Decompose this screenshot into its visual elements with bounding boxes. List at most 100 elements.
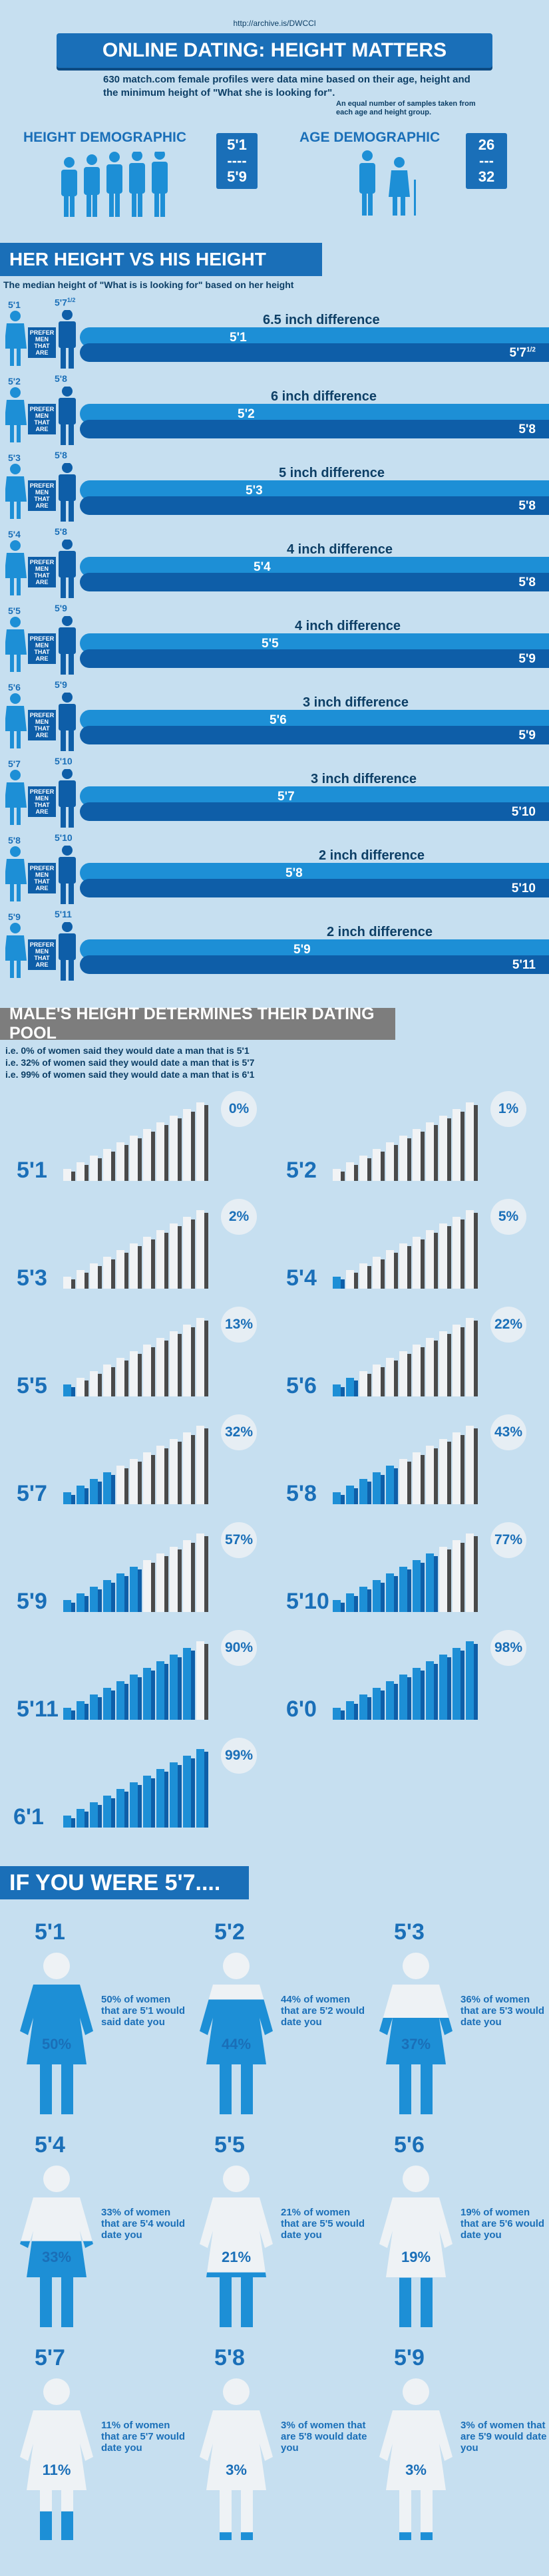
his-height-bar-label: 5'10 bbox=[512, 882, 536, 896]
pool-bar-filled bbox=[346, 1593, 358, 1612]
pool-bar-filled bbox=[116, 1681, 128, 1720]
pool-percent-label: 13% bbox=[221, 1307, 257, 1343]
pool-bar-empty bbox=[156, 1338, 168, 1396]
pool-bars bbox=[63, 1641, 208, 1720]
pool-bar-empty bbox=[439, 1547, 451, 1612]
pool-bar-filled bbox=[63, 1816, 75, 1828]
pool-bar-filled bbox=[156, 1661, 168, 1720]
her-height-bar-label: 5'1 bbox=[230, 331, 247, 345]
pool-bar-filled bbox=[103, 1796, 115, 1828]
his-height-bar-value: 5'10 bbox=[511, 882, 536, 895]
pool-bar-filled bbox=[170, 1655, 182, 1720]
pool-bar-filled bbox=[77, 1486, 89, 1504]
pool-bar-empty bbox=[143, 1345, 155, 1396]
pool-bar-filled bbox=[399, 1675, 411, 1720]
if-you-were-item: 5'2 44% 44% of women that are 5'2 would da… bbox=[193, 1919, 369, 2126]
woman-height-label: 5'4 bbox=[35, 2132, 65, 2158]
pool-bar-empty bbox=[116, 1466, 128, 1504]
difference-label: 6.5 inch difference bbox=[263, 313, 380, 327]
pool-bar-empty bbox=[453, 1432, 464, 1504]
example-line: i.e. 99% of women said they would date a… bbox=[5, 1069, 255, 1080]
comparison-row: 5'7 5'10 PREFER MEN THAT ARE 5'7 5'10 3 inch … bbox=[0, 756, 549, 832]
pool-bar-empty bbox=[399, 1459, 411, 1504]
intro-text: 630 match.com female profiles were data … bbox=[103, 74, 470, 98]
pool-bar-empty bbox=[183, 1109, 195, 1181]
pool-bar-filled bbox=[386, 1573, 398, 1612]
if-you-were-item: 5'1 50% 50% of women that are 5'1 would sa… bbox=[13, 1919, 190, 2126]
woman-man-figures-icon bbox=[5, 310, 76, 369]
pool-height-label: 5'7 bbox=[17, 1481, 47, 1506]
his-height-value: 5'10 bbox=[55, 756, 73, 766]
pool-bar-filled bbox=[426, 1661, 438, 1720]
pool-bar-filled bbox=[143, 1668, 155, 1720]
pool-bar-empty bbox=[170, 1331, 182, 1396]
her-height-bar-label: 5'7 bbox=[277, 790, 295, 804]
pool-bar-empty bbox=[413, 1237, 425, 1289]
woman-figure-percent: 19% bbox=[401, 2249, 431, 2265]
section-her-vs-his-subtitle: The median height of "What is is looking… bbox=[3, 279, 294, 290]
woman-man-figures-icon bbox=[5, 922, 76, 981]
dating-pool-chart: 5'1 0% bbox=[7, 1091, 273, 1198]
pool-bar-empty bbox=[426, 1338, 438, 1396]
woman-date-description: 11% of women that are 5'7 would date you bbox=[101, 2420, 186, 2454]
pool-bar-filled bbox=[77, 1809, 89, 1828]
age-demographic-label: AGE DEMOGRAPHIC bbox=[299, 130, 441, 145]
age-min: 26 bbox=[478, 136, 495, 153]
pool-bar-empty bbox=[359, 1371, 371, 1396]
pool-bar-empty bbox=[426, 1230, 438, 1289]
pool-bar-filled bbox=[130, 1567, 142, 1612]
pool-bar-empty bbox=[183, 1432, 195, 1504]
pool-percent-label: 57% bbox=[221, 1522, 257, 1558]
pool-height-label: 5'4 bbox=[286, 1265, 317, 1291]
pool-bar-filled bbox=[90, 1802, 102, 1828]
his-height-label: 5'11 bbox=[55, 909, 72, 919]
difference-label: 6 inch difference bbox=[271, 389, 377, 404]
pool-bar-empty bbox=[373, 1365, 385, 1396]
woman-man-figures-icon bbox=[5, 769, 76, 828]
pool-bars bbox=[333, 1533, 478, 1612]
pool-bar-filled bbox=[103, 1472, 115, 1504]
his-height-label: 5'9 bbox=[55, 679, 67, 690]
pool-bar-empty bbox=[196, 1210, 208, 1289]
pool-bar-empty bbox=[116, 1358, 128, 1396]
his-height-label: 5'71/2 bbox=[55, 297, 75, 308]
pool-bar-filled bbox=[63, 1600, 75, 1612]
his-height-bar-value: 5'11 bbox=[512, 958, 536, 972]
woman-figure-icon bbox=[379, 2166, 453, 2327]
pool-bar-empty bbox=[399, 1136, 411, 1181]
dating-pool-chart: 5'6 22% bbox=[276, 1307, 542, 1413]
comparison-row: 5'8 5'10 PREFER MEN THAT ARE 5'8 5'10 2 inch … bbox=[0, 832, 549, 908]
pool-bars bbox=[63, 1533, 208, 1612]
pool-bar-filled bbox=[413, 1560, 425, 1612]
pool-bar-empty bbox=[170, 1547, 182, 1612]
age-sep: --- bbox=[479, 152, 494, 169]
woman-date-description: 3% of women that are 5'9 would date you bbox=[460, 2420, 547, 2454]
pool-bar-empty bbox=[413, 1129, 425, 1181]
pool-percent-label: 0% bbox=[221, 1091, 257, 1127]
dating-pool-chart: 5'2 1% bbox=[276, 1091, 542, 1198]
prefer-label: PREFER MEN THAT ARE bbox=[28, 557, 56, 587]
intro-note: An equal number of samples taken from ea… bbox=[336, 100, 476, 116]
pool-bar-filled bbox=[346, 1378, 358, 1396]
pool-bar-empty bbox=[90, 1156, 102, 1181]
pool-bar-filled bbox=[170, 1762, 182, 1828]
pool-bar-empty bbox=[453, 1109, 464, 1181]
her-height-bar-label: 5'2 bbox=[238, 407, 255, 421]
his-height-bar bbox=[80, 879, 549, 897]
if-you-were-item: 5'8 3% 3% of women that are 5'8 would date… bbox=[193, 2345, 369, 2551]
dating-pool-chart: 6'1 99% bbox=[7, 1738, 273, 1844]
prefer-label: PREFER MEN THAT ARE bbox=[28, 710, 56, 740]
pool-percent-label: 22% bbox=[490, 1307, 526, 1343]
pool-bar-filled bbox=[130, 1782, 142, 1828]
pool-bar-filled bbox=[346, 1701, 358, 1720]
pool-bars bbox=[63, 1102, 208, 1181]
age-max: 32 bbox=[478, 168, 495, 185]
woman-figure-percent: 50% bbox=[41, 2036, 72, 2052]
pool-bars bbox=[333, 1641, 478, 1720]
pool-bar-empty bbox=[116, 1142, 128, 1181]
his-height-value: 5'7 bbox=[55, 297, 67, 308]
comparison-row: 5'9 5'11 PREFER MEN THAT ARE 5'9 5'11 2 inch … bbox=[0, 909, 549, 985]
pool-bar-empty bbox=[373, 1149, 385, 1181]
her-height-label: 5'9 bbox=[8, 911, 21, 922]
pool-bar-filled bbox=[359, 1587, 371, 1612]
